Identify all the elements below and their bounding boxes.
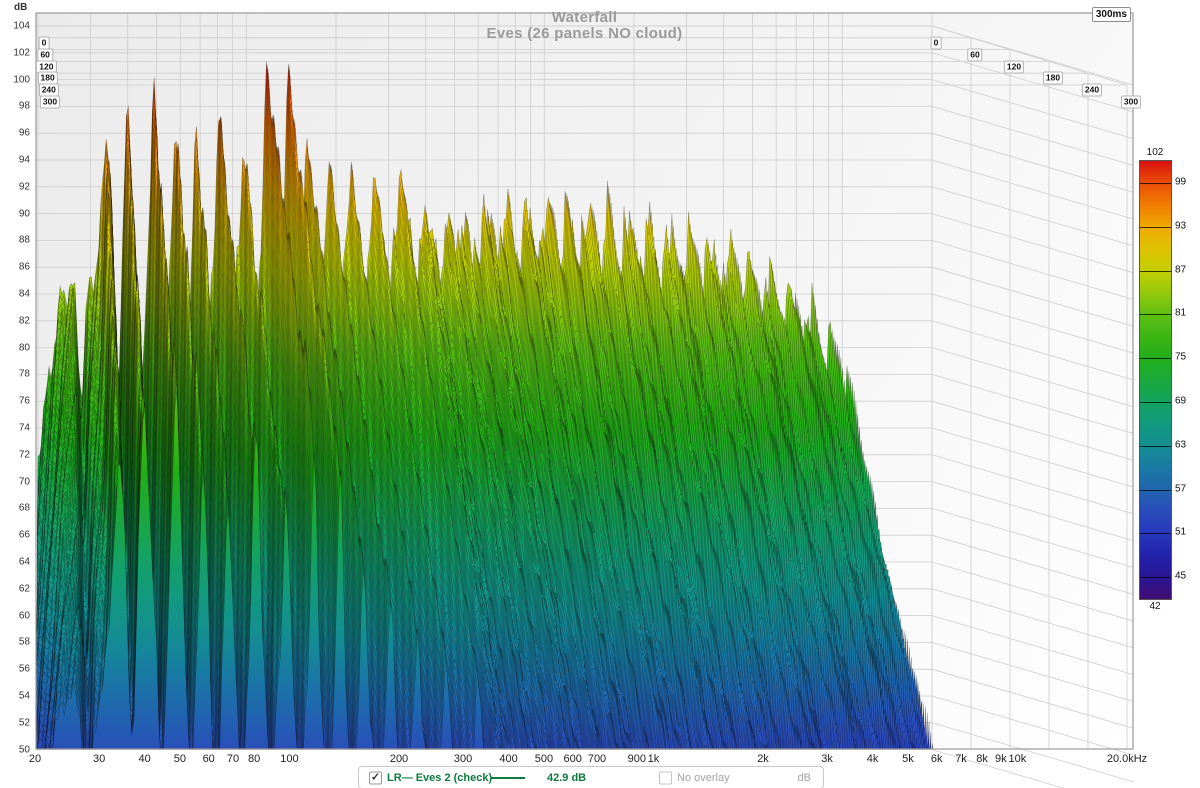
- y-axis-tick-label: 70: [18, 476, 30, 488]
- y-axis-tick-label: 88: [18, 234, 30, 246]
- x-axis-tick-label: 400: [499, 753, 518, 765]
- x-axis-tick-label: 70: [226, 753, 240, 765]
- time-tick-label-right: 300: [1120, 95, 1142, 109]
- y-axis-tick-label: 74: [18, 422, 30, 434]
- legend-unit-label: dB: [797, 771, 811, 784]
- y-axis-tick-label: 86: [18, 261, 30, 273]
- time-tick-label-right: 60: [967, 48, 983, 62]
- y-axis-tick-label: 50: [18, 744, 30, 756]
- x-axis-tick-label: 4k: [866, 753, 879, 765]
- measurement-label[interactable]: LR— Eves 2 (check): [387, 771, 493, 784]
- y-axis-tick-label: 62: [18, 583, 30, 595]
- y-axis-tick-label: 100: [13, 74, 30, 86]
- x-axis-tick-label: 900: [627, 753, 646, 765]
- x-axis-tick-label: 8k: [976, 753, 988, 765]
- measurement-line-swatch: [491, 776, 525, 779]
- legend-bar: ✓ LR— Eves 2 (check) 42.9 dB No overlay …: [358, 766, 824, 788]
- colorbar-tick-label: 57: [1175, 483, 1187, 494]
- colorbar-tick: [1140, 401, 1171, 403]
- time-tick-label-right: 180: [1042, 71, 1064, 85]
- colorbar: [1139, 160, 1172, 600]
- colorbar-tick: [1140, 577, 1171, 579]
- x-axis-tick-label: 600: [563, 753, 582, 765]
- measurement-checkbox[interactable]: ✓: [369, 771, 382, 784]
- y-axis-tick-label: 58: [18, 636, 30, 648]
- time-tick-label-right: 0: [930, 36, 942, 50]
- db-axis-unit-label: dB: [14, 2, 28, 13]
- y-axis-tick-label: 94: [18, 154, 30, 166]
- colorbar-max-label: 102: [1146, 147, 1164, 158]
- colorbar-tick: [1140, 314, 1171, 316]
- y-axis-tick-label: 64: [18, 556, 30, 568]
- colorbar-min-label: 42: [1149, 601, 1161, 612]
- colorbar-tick-label: 99: [1175, 176, 1187, 188]
- x-axis-tick-label: 50: [173, 753, 187, 765]
- x-axis-tick-label: 100: [280, 753, 299, 765]
- colorbar-tick-label: 51: [1175, 526, 1187, 538]
- y-axis-tick-label: 72: [18, 449, 30, 461]
- y-axis-tick-label: 78: [18, 368, 30, 380]
- y-axis-tick-label: 80: [18, 342, 30, 354]
- colorbar-tick-label: 87: [1175, 264, 1187, 275]
- overlay-checkbox[interactable]: [659, 771, 672, 784]
- x-axis-tick-label: 60: [202, 753, 215, 765]
- y-axis-tick-label: 90: [18, 208, 30, 220]
- y-axis-tick-label: 104: [13, 20, 30, 32]
- x-axis-tick-label: 9k: [994, 753, 1007, 765]
- x-axis-tick-label: 7k: [955, 753, 967, 765]
- y-axis-tick-label: 82: [18, 315, 30, 327]
- colorbar-tick: [1140, 489, 1171, 491]
- colorbar-tick: [1140, 533, 1171, 535]
- time-tick-label-right: 240: [1081, 83, 1103, 97]
- x-axis-tick-label: 2k: [757, 753, 769, 765]
- colorbar-tick-label: 75: [1175, 351, 1187, 363]
- measurement-value: 42.9 dB: [547, 771, 587, 784]
- chart-subtitle: Eves (26 panels NO cloud): [486, 25, 683, 42]
- y-axis-tick-label: 66: [18, 529, 30, 541]
- x-axis-tick-label: 300: [453, 753, 473, 765]
- y-axis-tick-label: 68: [18, 502, 30, 514]
- x-axis-tick-label: 6k: [930, 753, 943, 765]
- overlay-label[interactable]: No overlay: [677, 771, 730, 784]
- colorbar-tick: [1140, 226, 1171, 228]
- time-range-badge: 300ms: [1091, 7, 1131, 22]
- colorbar-tick-label: 63: [1175, 439, 1187, 451]
- y-axis-tick-label: 102: [13, 47, 30, 59]
- colorbar-tick: [1140, 358, 1171, 360]
- chart-title: Waterfall: [551, 9, 618, 26]
- y-axis-tick-label: 60: [18, 610, 30, 622]
- y-axis-tick-label: 54: [18, 690, 30, 702]
- x-axis-tick-label: 200: [389, 753, 409, 765]
- x-axis-tick-label: 1k: [647, 753, 660, 765]
- x-axis-tick-label: 30: [92, 753, 106, 765]
- time-tick-label-left: 300: [39, 95, 61, 109]
- time-tick-label-right: 120: [1003, 60, 1025, 74]
- y-axis-tick-label: 98: [18, 100, 30, 112]
- x-axis-tick-label: 80: [247, 753, 261, 765]
- y-axis-tick-label: 84: [18, 288, 30, 300]
- colorbar-tick-label: 81: [1175, 307, 1187, 319]
- x-axis-tick-label: 500: [534, 753, 554, 765]
- colorbar-tick: [1140, 270, 1171, 272]
- x-axis-tick-label: 20.0kHz: [1106, 753, 1148, 765]
- time-tick-label-left: 240: [38, 83, 59, 97]
- y-axis-tick-label: 52: [18, 717, 30, 729]
- x-axis-tick-label: 700: [587, 753, 607, 765]
- colorbar-tick-label: 69: [1175, 395, 1187, 407]
- x-axis-tick-label: 20: [28, 753, 42, 765]
- x-axis-tick-label: 10k: [1008, 753, 1027, 765]
- x-axis-tick-label: 40: [138, 753, 151, 765]
- y-axis-tick-label: 96: [18, 127, 30, 139]
- x-axis-tick-label: 3k: [821, 753, 833, 765]
- colorbar-tick: [1140, 445, 1171, 447]
- y-axis-tick-label: 56: [18, 663, 30, 675]
- y-axis-tick-label: 76: [18, 395, 30, 407]
- colorbar-tick: [1140, 182, 1171, 184]
- colorbar-tick-label: 45: [1175, 570, 1187, 582]
- colorbar-tick-label: 93: [1175, 220, 1187, 232]
- x-axis-tick-label: 5k: [902, 753, 914, 765]
- y-axis-tick-label: 92: [18, 181, 30, 193]
